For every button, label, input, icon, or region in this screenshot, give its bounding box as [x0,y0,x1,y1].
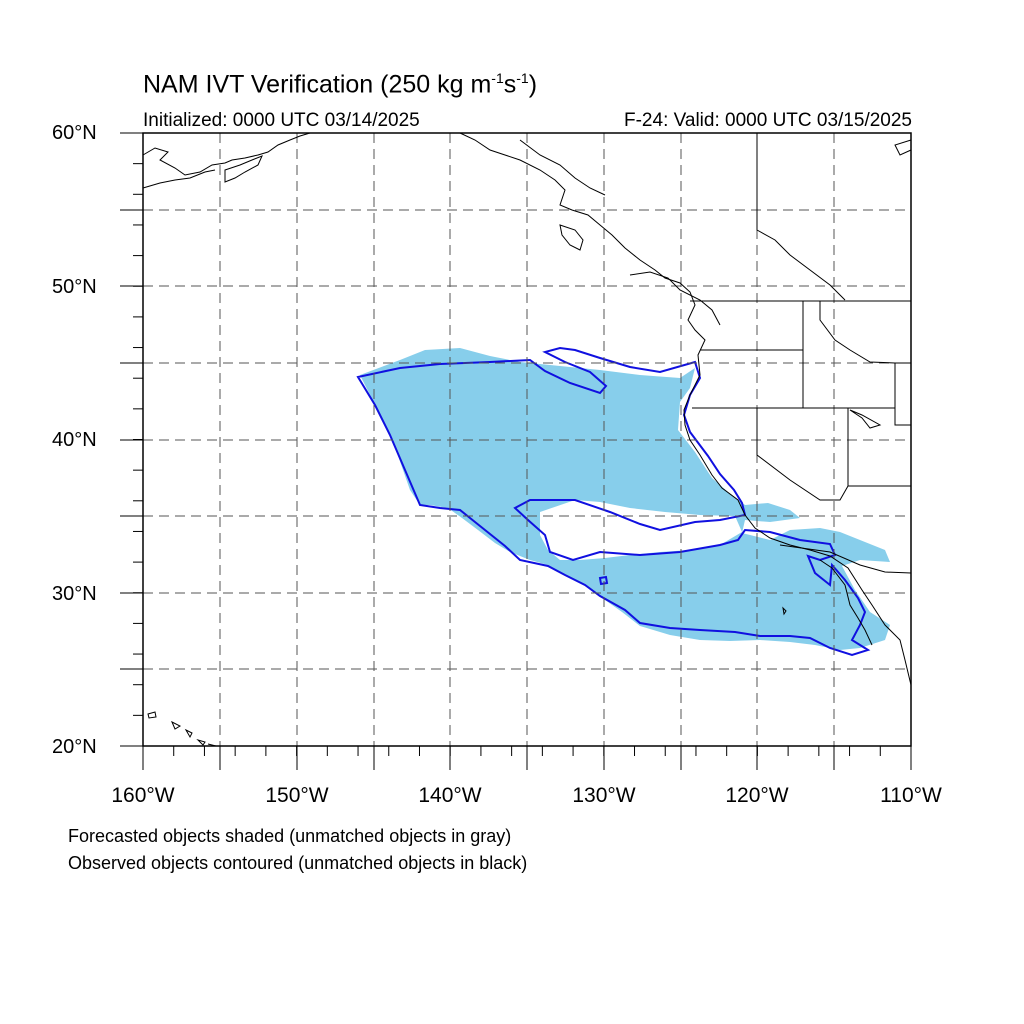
lon-label-130: 130°W [572,784,636,807]
forecast-object [360,348,890,650]
minor-ticks [133,132,912,756]
lat-label-60: 60°N [52,122,97,144]
lon-label-120: 120°W [725,784,789,807]
lat-label-50: 50°N [52,276,97,298]
lon-label-160: 160°W [111,784,175,807]
observed-object-contour [356,346,871,657]
legend-note-observed: Observed objects contoured (unmatched ob… [68,853,528,873]
forecast-gap [540,500,742,560]
political-borders [690,300,912,574]
coastlines [142,132,912,747]
axis-ticks [120,132,912,770]
observed-small-contour [598,575,609,586]
lon-label-140: 140°W [418,784,482,807]
lat-label-30: 30°N [52,583,97,605]
lon-label-150: 150°W [265,784,329,807]
initialized-time: Initialized: 0000 UTC 03/14/2025 [143,110,420,131]
valid-time: F-24: Valid: 0000 UTC 03/15/2025 [624,110,912,131]
grid-lines [143,133,911,746]
lat-label-40: 40°N [52,429,97,451]
map-title: NAM IVT Verification (250 kg m-1s-1) [143,70,538,99]
legend-note-forecast: Forecasted objects shaded (unmatched obj… [68,826,512,846]
lat-label-20: 20°N [52,736,97,758]
lon-label-110: 110°W [880,784,942,807]
